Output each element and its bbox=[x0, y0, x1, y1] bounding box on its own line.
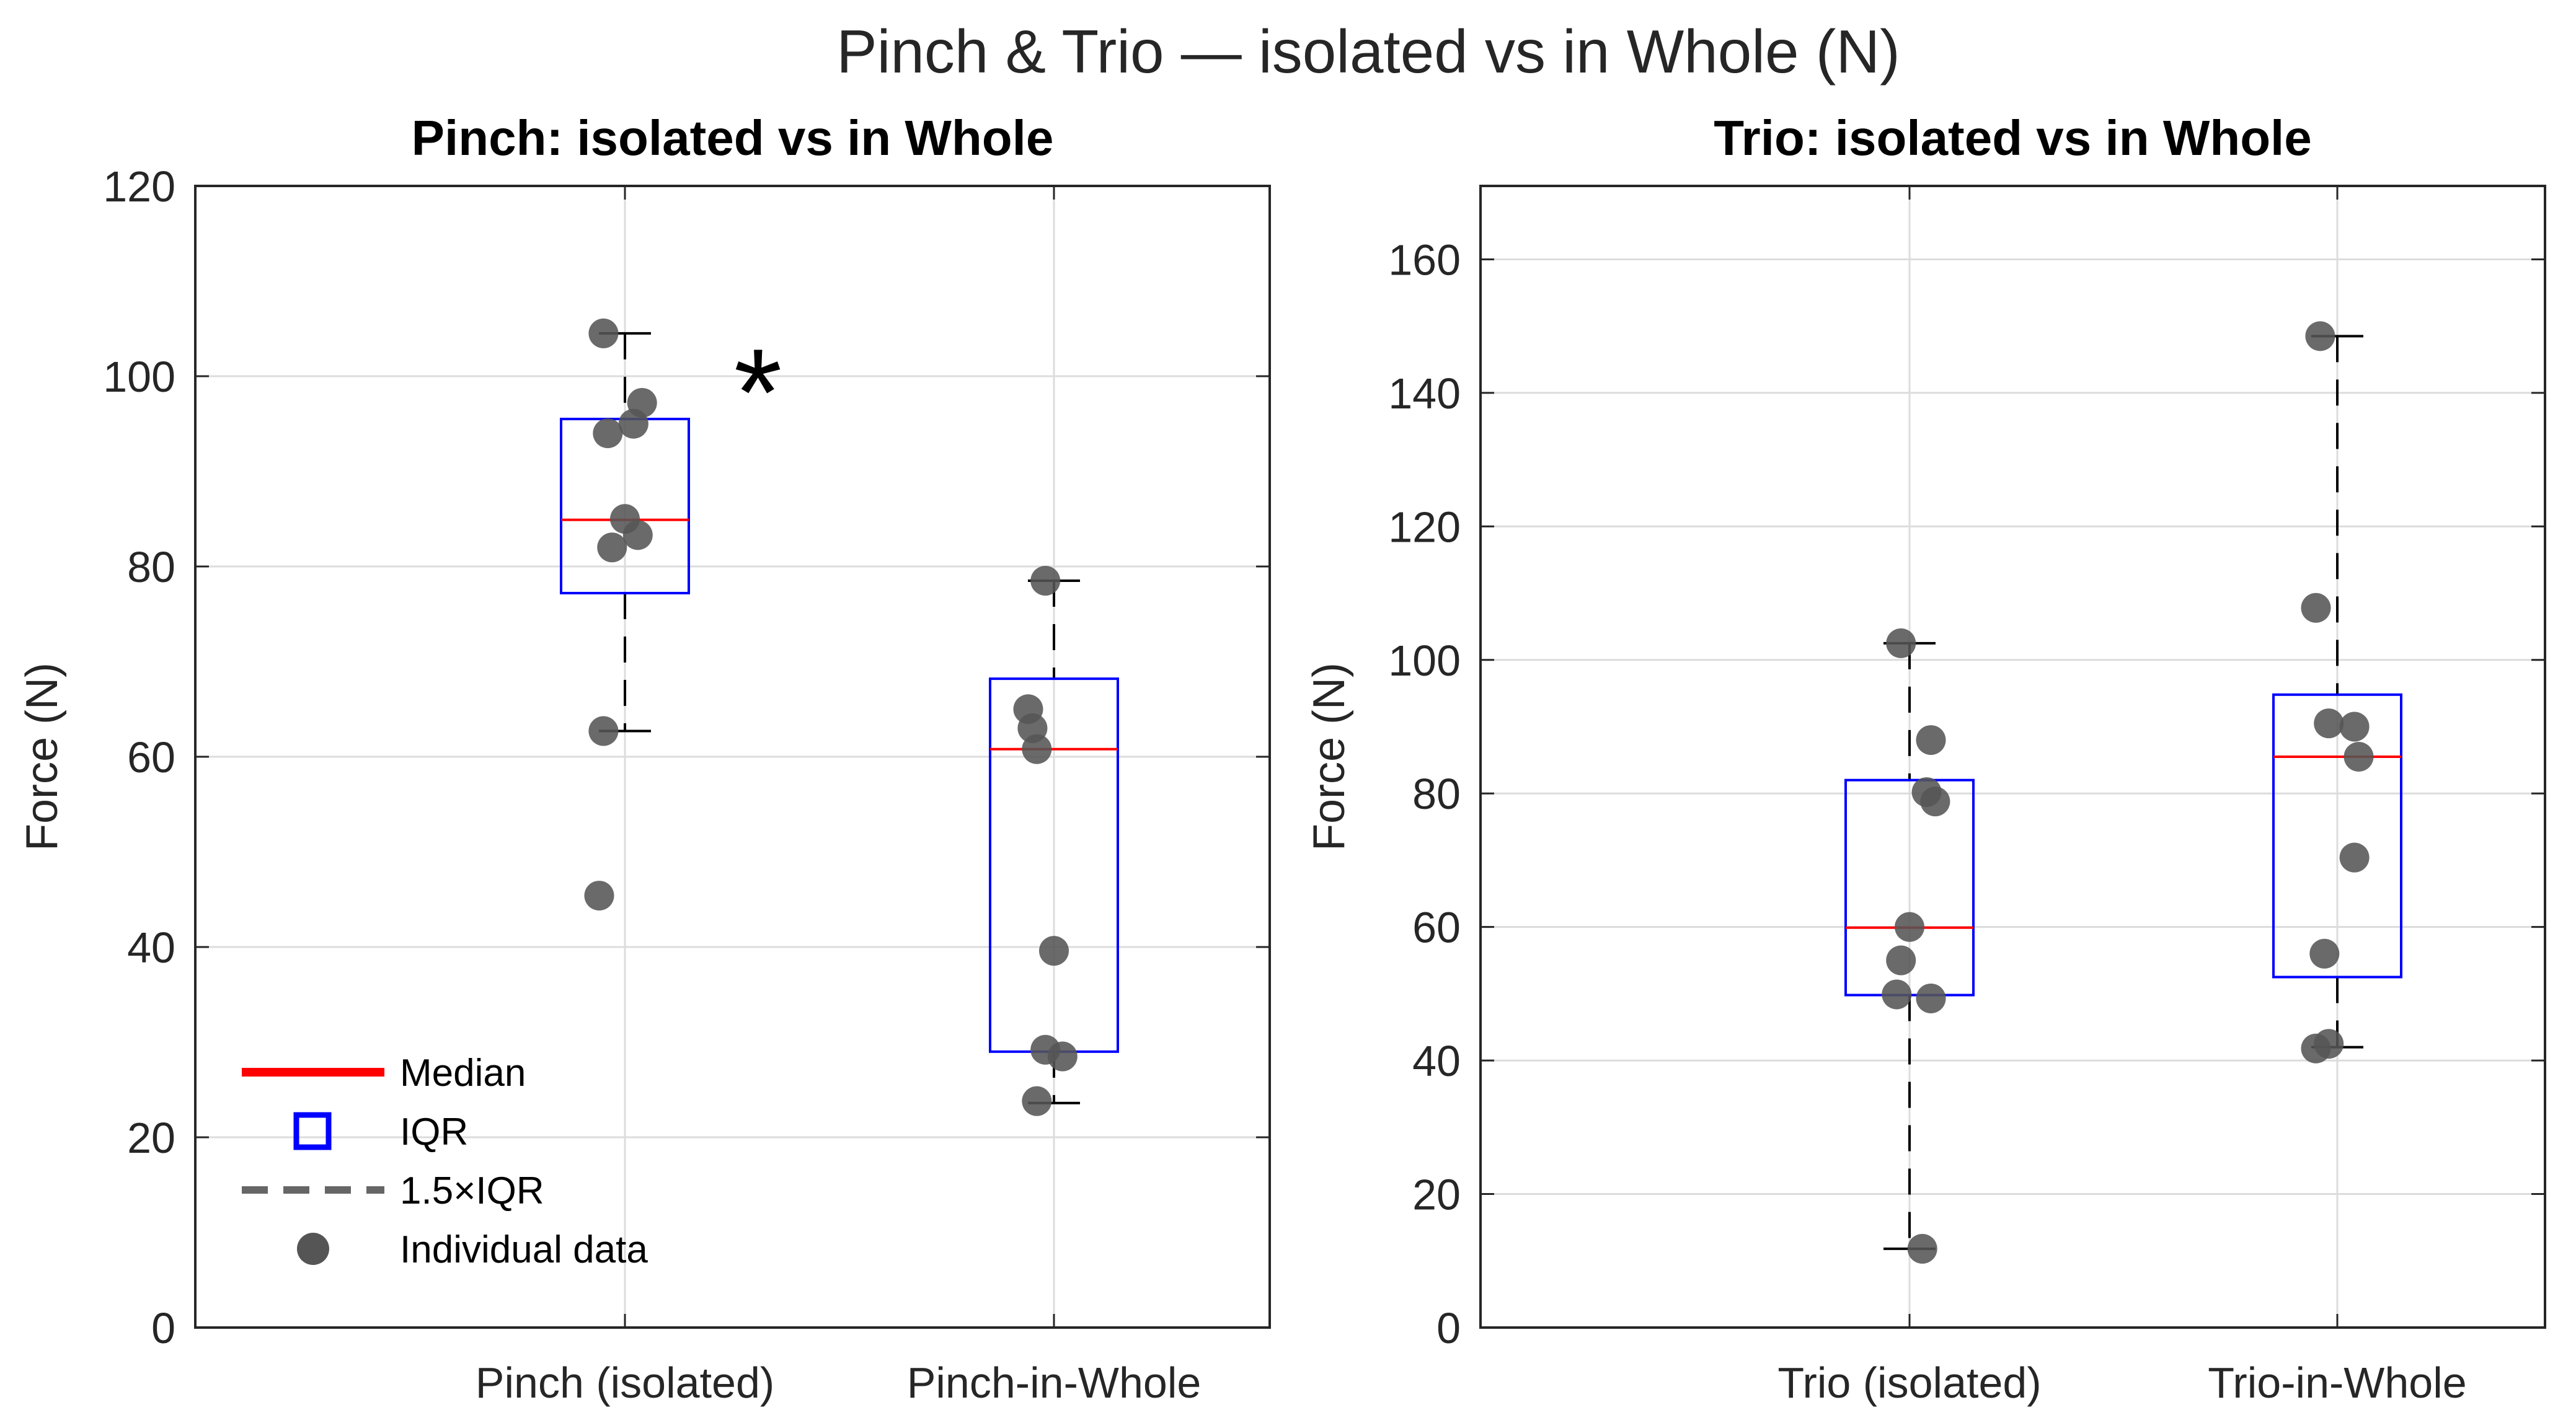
trio-ytick-label: 100 bbox=[1388, 637, 1461, 685]
trio-ytick-label: 140 bbox=[1388, 369, 1461, 418]
pinch-ytick-label: 120 bbox=[103, 162, 175, 211]
trio-iqr-box bbox=[2272, 693, 2402, 979]
trio-ytick-label: 0 bbox=[1436, 1304, 1461, 1352]
pinch-data-point bbox=[584, 881, 614, 911]
pinch-xtick-label: Pinch-in-Whole bbox=[907, 1359, 1202, 1407]
pinch-data-point bbox=[618, 408, 648, 439]
trio-data-point bbox=[1907, 1233, 1937, 1264]
legend-label: IQR bbox=[400, 1111, 468, 1153]
trio-data-point bbox=[1916, 983, 1946, 1013]
trio-data-point bbox=[2314, 1029, 2344, 1059]
trio-data-point bbox=[2301, 593, 2331, 623]
trio-ylabel: Force (N) bbox=[1304, 663, 1354, 851]
legend-point-swatch bbox=[297, 1233, 329, 1265]
trio-data-point bbox=[1886, 945, 1916, 976]
pinch-ytick-label: 80 bbox=[127, 543, 175, 591]
pinch-title: Pinch: isolated vs in Whole bbox=[412, 110, 1054, 165]
trio-panel: 0 20 40 60 80 100 120 140 160 Trio (isolated) Trio… bbox=[1304, 110, 2546, 1407]
trio-xtick-label: Trio (isolated) bbox=[1777, 1359, 2041, 1407]
trio-data-point bbox=[2339, 842, 2370, 873]
pinch-data-point bbox=[1039, 936, 1069, 966]
pinch-data-point bbox=[588, 318, 619, 348]
pinch-xtick-label: Pinch (isolated) bbox=[476, 1359, 774, 1407]
trio-ytick-label: 60 bbox=[1412, 904, 1461, 952]
pinch-data-point bbox=[588, 716, 619, 746]
pinch-data-point bbox=[1030, 566, 1061, 596]
pinch-significance-marker: * bbox=[734, 324, 782, 462]
pinch-data-point bbox=[593, 418, 623, 449]
trio-ytick-label: 120 bbox=[1388, 503, 1461, 551]
legend-label: Median bbox=[400, 1052, 526, 1095]
pinch-axes-frame bbox=[194, 185, 1271, 1329]
trio-data-point bbox=[2309, 938, 2340, 969]
trio-ytick-label: 80 bbox=[1412, 770, 1461, 818]
legend-label: 1.5×IQR bbox=[400, 1170, 544, 1212]
pinch-data-point bbox=[597, 532, 627, 563]
pinch-ytick-label: 40 bbox=[127, 923, 175, 972]
trio-title: Trio: isolated vs in Whole bbox=[1714, 110, 2312, 165]
trio-data-point bbox=[2305, 321, 2335, 351]
trio-data-point bbox=[2314, 708, 2344, 739]
pinch-data-point bbox=[1022, 1086, 1052, 1116]
pinch-ytick-label: 100 bbox=[103, 353, 175, 401]
trio-data-point bbox=[1916, 725, 1946, 756]
pinch-ytick-label: 20 bbox=[127, 1114, 175, 1162]
trio-axes-frame bbox=[1479, 185, 2546, 1329]
legend-iqr-swatch bbox=[293, 1112, 332, 1150]
trio-data-point bbox=[1920, 786, 1950, 817]
trio-xtick-label: Trio-in-Whole bbox=[2208, 1359, 2466, 1407]
pinch-panel: 0 20 40 60 80 100 120 Pinch (isolated) Pinch-in-… bbox=[17, 110, 1271, 1407]
pinch-ytick-label: 0 bbox=[151, 1304, 175, 1352]
trio-data-point bbox=[1886, 628, 1916, 658]
pinch-data-point bbox=[1022, 734, 1052, 764]
trio-ytick-label: 160 bbox=[1388, 236, 1461, 284]
trio-data-point bbox=[1882, 979, 1912, 1010]
trio-data-point bbox=[2344, 742, 2374, 772]
trio-data-point bbox=[2339, 712, 2370, 742]
legend: Median IQR 1.5×IQR Individual data bbox=[242, 1052, 648, 1271]
pinch-ytick-label: 60 bbox=[127, 733, 175, 782]
trio-data-point bbox=[1895, 912, 1924, 942]
figure-title: Pinch & Trio — isolated vs in Whole (N) bbox=[836, 17, 1900, 86]
pinch-ylabel: Force (N) bbox=[17, 663, 67, 851]
trio-ytick-label: 20 bbox=[1412, 1171, 1461, 1219]
legend-label: Individual data bbox=[400, 1228, 648, 1271]
pinch-data-point bbox=[1047, 1041, 1078, 1072]
pinch-data-point bbox=[622, 520, 653, 550]
trio-ytick-label: 40 bbox=[1412, 1037, 1461, 1085]
